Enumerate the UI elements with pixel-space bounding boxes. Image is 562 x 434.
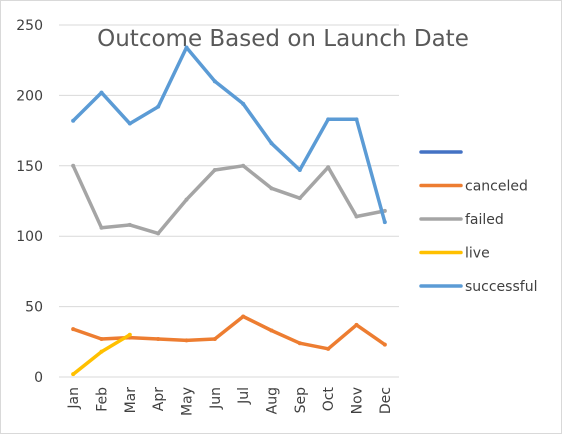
data-point (297, 196, 302, 201)
chart-title: Outcome Based on Launch Date (97, 26, 469, 52)
series-canceled (71, 314, 387, 351)
data-point (382, 220, 387, 225)
data-point (156, 104, 161, 109)
data-point (241, 101, 246, 106)
series-successful (71, 45, 387, 225)
data-point (269, 328, 274, 333)
x-tick-label: Jun (208, 387, 224, 410)
data-point (212, 79, 217, 84)
data-point (127, 121, 132, 126)
y-tick-label: 200 (16, 88, 43, 104)
x-tick-label: May (180, 387, 196, 416)
x-tick-label: Mar (123, 387, 139, 414)
x-tick-label: Apr (151, 387, 167, 411)
x-tick-label: Sep (293, 387, 309, 414)
y-tick-label: 250 (16, 18, 43, 34)
data-point (71, 327, 76, 332)
x-tick-label: Jan (66, 387, 82, 410)
data-point (184, 197, 189, 202)
data-point (241, 163, 246, 168)
legend-item: canceled (419, 179, 528, 195)
data-point (99, 336, 104, 341)
legend-item: failed (419, 212, 504, 228)
y-tick-label: 50 (25, 300, 43, 316)
series-failed (71, 163, 387, 236)
legend: canceled failed live successful (419, 150, 537, 295)
data-point (184, 338, 189, 343)
data-point (99, 90, 104, 95)
data-point (354, 214, 359, 219)
data-point (354, 117, 359, 122)
data-point (269, 186, 274, 191)
data-point (297, 168, 302, 173)
series-line-canceled (71, 314, 387, 351)
x-tick-label: Feb (95, 387, 111, 412)
data-point (127, 222, 132, 227)
legend-label: successful (465, 279, 537, 295)
data-point (326, 117, 331, 122)
x-tick-label: Aug (265, 387, 281, 414)
data-point (354, 322, 359, 327)
y-tick-label: 150 (16, 159, 43, 175)
x-tick-label: Oct (321, 387, 337, 412)
legend-label: failed (465, 212, 504, 228)
data-point (297, 341, 302, 346)
y-axis-ticks: 0 50 100 150 200 250 (16, 18, 43, 386)
legend-item: successful (419, 279, 537, 295)
series-lines (71, 45, 387, 377)
data-point (241, 314, 246, 319)
data-point (127, 332, 132, 337)
data-point (269, 141, 274, 146)
series-live (71, 332, 132, 377)
data-point (382, 342, 387, 347)
data-point (71, 372, 76, 377)
data-point (71, 163, 76, 168)
legend-item: live (419, 246, 490, 262)
gridlines (59, 24, 399, 378)
x-tick-label: Jul (236, 387, 252, 405)
data-point (99, 225, 104, 230)
legend-label: live (465, 246, 490, 262)
data-point (156, 336, 161, 341)
data-point (156, 231, 161, 236)
data-point (212, 336, 217, 341)
y-tick-label: 100 (16, 229, 43, 245)
data-point (326, 165, 331, 170)
x-tick-label: Dec (378, 387, 394, 414)
y-tick-label: 0 (34, 370, 43, 386)
data-point (99, 349, 104, 354)
data-point (71, 118, 76, 123)
data-point (212, 168, 217, 173)
x-tick-label: Nov (350, 387, 366, 414)
x-axis-ticks: Jan Feb Mar Apr May Jun Jul Aug Sep Oct Nov Dec (66, 387, 394, 416)
series-line-failed (71, 164, 387, 236)
legend-label: canceled (465, 179, 528, 195)
data-point (382, 208, 387, 213)
data-point (326, 346, 331, 351)
data-point (184, 45, 189, 50)
series-line-successful (71, 45, 387, 224)
